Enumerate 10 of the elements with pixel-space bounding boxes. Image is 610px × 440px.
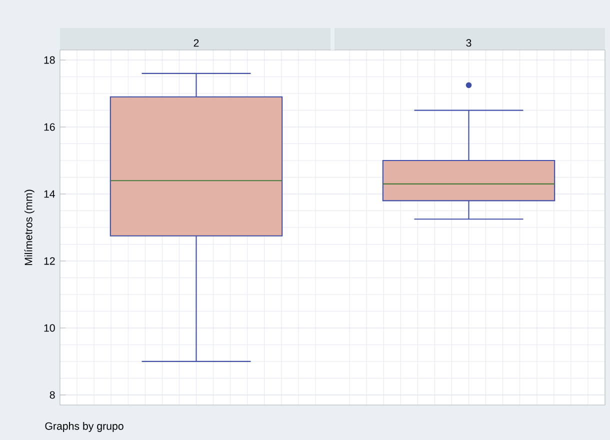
y-tick-label: 8 (50, 391, 55, 399)
y-tick-label: 18 (44, 56, 55, 64)
y-tick-label: 16 (44, 123, 55, 131)
y-axis-title: Milímetros (mm) (24, 190, 34, 265)
y-tick-label: 10 (44, 324, 55, 332)
y-tick-label: 12 (44, 257, 55, 265)
x-tick-label: 2 (194, 39, 199, 47)
y-tick-label: 14 (44, 190, 55, 198)
text: Graphs by grupo (45, 422, 124, 432)
x-tick-label: 3 (466, 39, 472, 47)
